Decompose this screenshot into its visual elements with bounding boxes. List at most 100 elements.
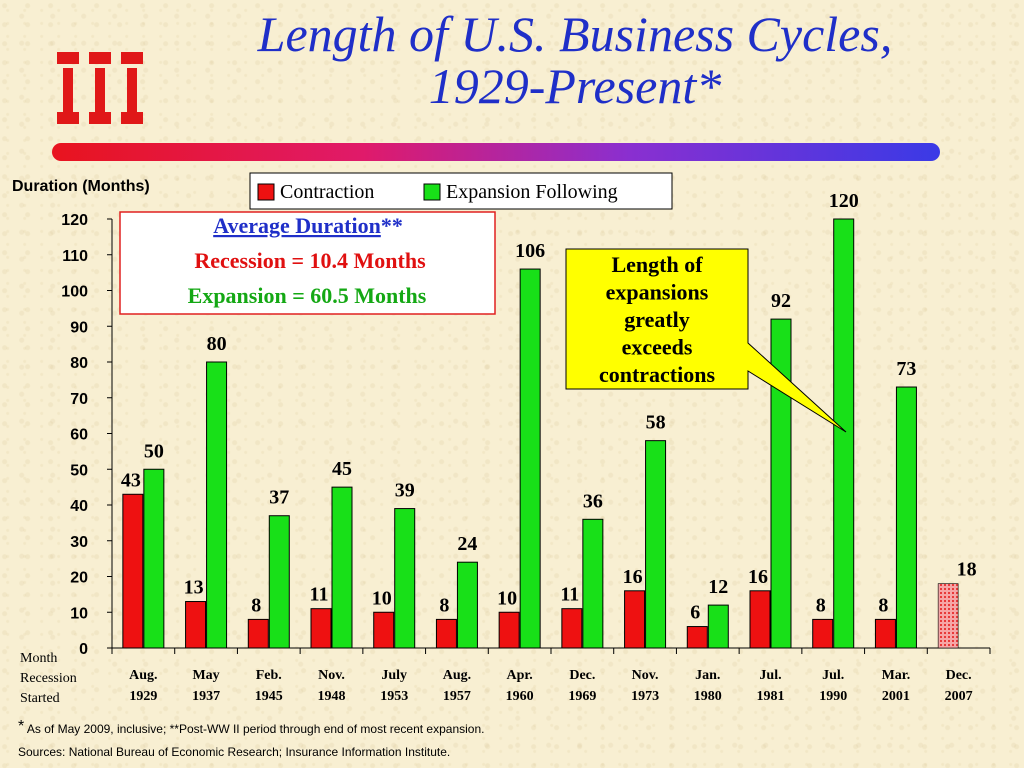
iii-logo-icon	[57, 52, 143, 124]
y-tick-label: 40	[70, 498, 88, 515]
y-tick-label: 90	[70, 319, 88, 336]
legend-label-contraction: Contraction	[280, 181, 374, 203]
bar-expansion	[519, 268, 541, 649]
contraction-value-label: 13	[184, 577, 204, 599]
callout-text-line: contractions	[599, 362, 716, 387]
average-duration-heading-text: Average Duration	[213, 213, 381, 238]
average-recession-text: Recession = 10.4 Months	[194, 248, 426, 273]
callout-shape	[565, 248, 847, 433]
sources-note: Sources: National Bureau of Economic Res…	[18, 745, 450, 759]
contraction-value-label: 8	[251, 594, 261, 616]
bar-expansion	[582, 518, 604, 649]
x-tick-label-month: Mar.	[882, 668, 911, 683]
x-tick-label-year: 1937	[192, 689, 220, 704]
x-tick-label-month: Aug.	[443, 668, 471, 683]
bar-contraction	[498, 611, 520, 649]
x-tick-label-year: 1929	[129, 689, 157, 704]
contraction-value-label: 16	[623, 566, 643, 588]
bar-contraction	[874, 618, 896, 649]
x-tick-label-year: 1980	[694, 689, 722, 704]
bar-contraction	[310, 608, 332, 649]
x-tick-label-month: Feb.	[256, 668, 282, 683]
y-tick-label: 30	[70, 534, 88, 551]
bar-contraction	[122, 493, 144, 649]
expansion-value-label: 50	[144, 440, 164, 462]
x-tick-label-year: 1990	[819, 689, 847, 704]
y-tick-label: 20	[70, 570, 88, 587]
x-tick-label-year: 1969	[568, 689, 596, 704]
expansion-value-label: 120	[829, 190, 859, 212]
bar-expansion	[456, 561, 478, 649]
bar-expansion	[268, 515, 290, 649]
title-divider	[52, 143, 940, 161]
bar-expansion	[895, 386, 917, 649]
x-tick-label-year: 1973	[631, 689, 659, 704]
legend-label-expansion: Expansion Following	[446, 181, 618, 203]
contraction-value-label: 11	[560, 584, 579, 606]
bar-contraction	[435, 618, 457, 649]
y-tick-label: 0	[79, 641, 88, 658]
contraction-value-label: 11	[310, 584, 329, 606]
expansion-value-label: 24	[457, 533, 477, 555]
x-tick-label-month: May	[192, 668, 219, 683]
bar-contraction	[561, 608, 583, 649]
callout-text-line: expansions	[606, 280, 709, 305]
bar-expansion	[833, 218, 855, 649]
bar-expansion	[707, 604, 729, 649]
bar-expansion	[645, 440, 667, 649]
contraction-value-label: 8	[439, 594, 449, 616]
bar-contraction	[373, 611, 395, 649]
average-duration-heading: Average Duration**	[213, 213, 403, 238]
bar-contraction	[624, 590, 646, 649]
bar-contraction	[247, 618, 269, 649]
bar-expansion	[206, 361, 228, 649]
page-title: Length of U.S. Business Cycles, 1929-Pre…	[160, 8, 990, 112]
footnote-mark: *	[18, 718, 25, 735]
bar-contraction	[749, 590, 771, 649]
bar-contraction	[686, 626, 708, 649]
contraction-value-label: 16	[748, 566, 768, 588]
footnote: * As of May 2009, inclusive; **Post-WW I…	[18, 718, 484, 736]
y-tick-label: 120	[61, 212, 88, 229]
x-tick-label-month: Apr.	[506, 668, 532, 683]
bar-contraction	[185, 601, 207, 649]
y-tick-label: 70	[70, 391, 88, 408]
y-tick-label: 10	[70, 605, 88, 622]
x-tick-label-month: Jul.	[822, 668, 844, 683]
x-tick-label-month: Nov.	[318, 668, 345, 683]
bar-contraction	[937, 583, 959, 649]
x-tick-label-month: Dec.	[946, 668, 972, 683]
y-tick-label: 50	[70, 462, 88, 479]
sources-text: Sources: National Bureau of Economic Res…	[18, 745, 451, 759]
average-duration-heading-suffix: **	[381, 213, 403, 238]
x-tick-label-month: July	[381, 668, 407, 683]
expansion-value-label: 73	[896, 358, 916, 380]
y-tick-label: 100	[61, 284, 88, 301]
x-tick-label-month: Aug.	[129, 668, 157, 683]
contraction-value-label: 8	[878, 594, 888, 616]
contraction-value-label: 18	[957, 559, 977, 581]
x-axis-title-line: Recession	[20, 671, 77, 686]
expansion-value-label: 80	[207, 333, 227, 355]
y-tick-label: 60	[70, 427, 88, 444]
contraction-value-label: 10	[372, 587, 392, 609]
contraction-value-label: 8	[816, 594, 826, 616]
x-tick-label-year: 1981	[757, 689, 785, 704]
x-tick-label-year: 1948	[318, 689, 346, 704]
y-axis-title: Duration (Months)	[12, 178, 150, 195]
x-tick-label-year: 1957	[443, 689, 471, 704]
legend-swatch-contraction	[257, 183, 275, 201]
x-tick-label-year: 1953	[380, 689, 408, 704]
legend-swatch-expansion	[423, 183, 441, 201]
bar-expansion	[331, 486, 353, 649]
legend-box	[249, 172, 673, 210]
x-tick-label-month: Dec.	[569, 668, 595, 683]
contraction-value-label: 6	[690, 602, 700, 624]
callout-text-line: greatly	[624, 307, 690, 332]
expansion-value-label: 37	[269, 487, 289, 509]
x-axis-title-line: Started	[20, 691, 60, 706]
title-line-2: 1929-Present*	[428, 58, 722, 114]
contraction-value-label: 43	[121, 469, 141, 491]
expansion-value-label: 45	[332, 458, 352, 480]
